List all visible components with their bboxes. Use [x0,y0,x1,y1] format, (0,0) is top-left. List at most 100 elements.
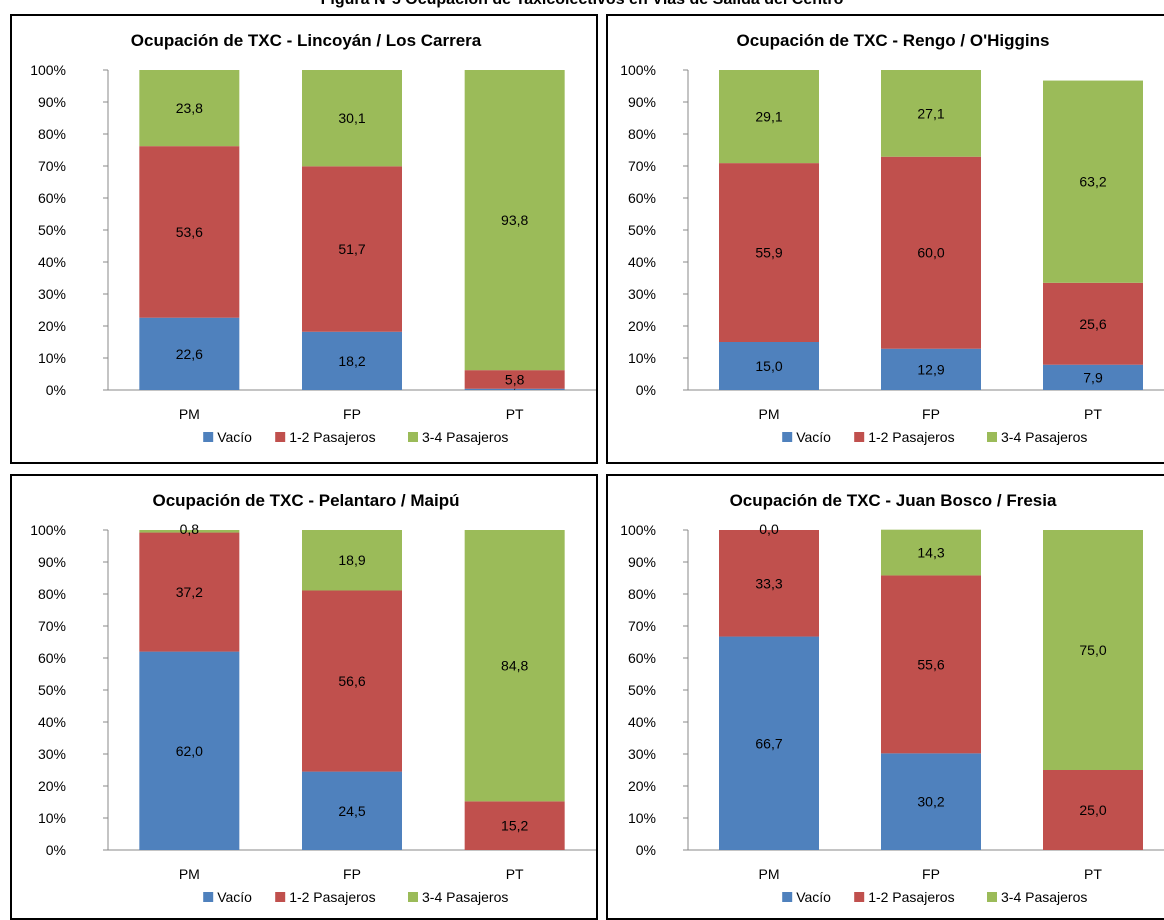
y-tick-label: 50% [38,222,66,238]
y-tick-label: 0% [636,382,656,398]
y-tick-label: 10% [628,350,656,366]
bar-segment-vacio-pm [139,651,240,850]
data-label: 27,1 [917,105,944,121]
x-category-label: FP [343,406,361,422]
data-label: 62,0 [176,743,203,759]
bar-segment-1-2-pasajeros-fp [302,590,402,772]
chart-svg: Ocupación de TXC - Juan Bosco / Fresia 0%… [620,491,1164,905]
y-tick-label: 10% [628,810,656,826]
legend-swatch-vacio [203,892,214,902]
chart-title: Ocupación de TXC - Rengo / O'Higgins [737,31,1050,50]
y-tick-label: 30% [628,746,656,762]
legend-label-3-4-pasajeros: 3-4 Pasajeros [422,889,508,905]
y-tick-label: 30% [628,286,656,302]
y-tick-label: 40% [628,714,656,730]
y-tick-label: 20% [628,318,656,334]
data-label: 5,8 [505,371,525,387]
bar-segment-1-2-pasajeros-fp [302,166,402,332]
bar-segment-1-2-pasajeros-pt [464,801,565,850]
data-label: 12,9 [917,361,944,377]
y-tick-label: 10% [38,810,66,826]
data-label: 55,9 [755,245,782,261]
data-label: 7,9 [1083,369,1103,385]
legend-swatch-3-4-pasajeros [408,892,418,902]
bar-segment-3-4-pasajeros-pm [139,70,240,147]
bar-segment-vacio-pm [719,342,819,390]
bar-segment-3-4-pasajeros-pt [464,530,565,802]
legend-swatch-1-2-pasajeros [854,432,865,442]
bar-segment-3-4-pasajeros-pm [139,530,240,533]
y-tick-label: 70% [38,158,66,174]
legend-label-vacio: Vacío [796,429,831,445]
legend-swatch-3-4-pasajeros [987,892,997,902]
legend-label-vacio: Vacío [796,889,831,905]
bar-segment-1-2-pasajeros-pm [139,532,240,652]
data-label: 60,0 [917,245,944,261]
x-category-label: FP [343,866,361,882]
y-tick-label: 50% [38,682,66,698]
data-label: 56,6 [338,673,365,689]
data-label: 29,1 [755,109,782,125]
x-category-label: PM [179,866,200,882]
bar-segment-vacio-fp [302,331,402,390]
bar-segment-vacio-pt [464,388,565,390]
bar-segment-1-2-pasajeros-pt [464,370,565,389]
bar-segment-3-4-pasajeros-fp [302,70,402,167]
data-label: 30,2 [917,794,944,810]
legend-swatch-vacio [782,892,793,902]
y-tick-label: 20% [38,318,66,334]
data-label: 24,5 [338,803,365,819]
bar-segment-3-4-pasajeros-fp [302,530,402,591]
chart-pelantaro-maipu: Ocupación de TXC - Pelantaro / Maipú 0% 10… [10,474,598,920]
chart-lincoyan-los-carrera: Ocupación de TXC - Lincoyán / Los Carrer… [10,14,598,464]
figure-title: Figura N°5 Ocupación de Taxicolectivos e… [0,0,1164,9]
x-category-label: PT [506,406,524,422]
legend-label-1-2-pasajeros: 1-2 Pasajeros [868,429,954,445]
x-category-label: PM [759,866,780,882]
data-label: 25,6 [1079,316,1106,332]
data-label: 53,6 [176,224,203,240]
legend-label-vacio: Vacío [217,429,252,445]
y-tick-label: 60% [38,190,66,206]
y-tick-label: 90% [628,94,656,110]
bar-segment-3-4-pasajeros-pm [719,70,819,164]
y-tick-label: 50% [628,682,656,698]
legend-label-3-4-pasajeros: 3-4 Pasajeros [422,429,508,445]
y-tick-label: 30% [38,746,66,762]
legend-swatch-1-2-pasajeros [275,432,286,442]
bar-segment-1-2-pasajeros-pt [1043,770,1143,850]
bar-segment-vacio-fp [881,348,981,390]
legend-swatch-3-4-pasajeros [408,432,418,442]
y-tick-label: 100% [30,62,66,78]
x-category-label: PM [759,406,780,422]
y-tick-label: 0% [46,382,66,398]
data-label: 18,9 [338,552,365,568]
y-tick-label: 80% [628,586,656,602]
data-label: 33,3 [755,575,782,591]
bar-segment-3-4-pasajeros-fp [881,70,981,157]
y-tick-label: 20% [628,778,656,794]
legend-swatch-1-2-pasajeros [854,892,865,902]
data-label: 55,6 [917,656,944,672]
y-tick-label: 60% [628,650,656,666]
data-label: 75,0 [1079,642,1106,658]
y-tick-label: 50% [628,222,656,238]
chart-svg: Ocupación de TXC - Pelantaro / Maipú 0% 10… [30,491,596,905]
bar-segment-vacio-pm [719,636,819,850]
y-tick-label: 90% [38,554,66,570]
legend-swatch-vacio [782,432,793,442]
bar-segment-3-4-pasajeros-pt [464,70,565,371]
data-label: 15,0 [755,358,782,374]
y-tick-label: 60% [38,650,66,666]
bar-segment-1-2-pasajeros-pm [719,163,819,342]
legend-label-vacio: Vacío [217,889,252,905]
y-tick-label: 100% [30,522,66,538]
data-label: 37,2 [176,584,203,600]
bar-segment-3-4-pasajeros-fp [881,529,981,576]
legend-label-1-2-pasajeros: 1-2 Pasajeros [289,429,375,445]
y-tick-label: 70% [38,618,66,634]
legend-swatch-vacio [203,432,214,442]
chart-title: Ocupación de TXC - Lincoyán / Los Carrer… [131,31,482,50]
y-tick-label: 30% [38,286,66,302]
legend-label-3-4-pasajeros: 3-4 Pasajeros [1001,889,1087,905]
